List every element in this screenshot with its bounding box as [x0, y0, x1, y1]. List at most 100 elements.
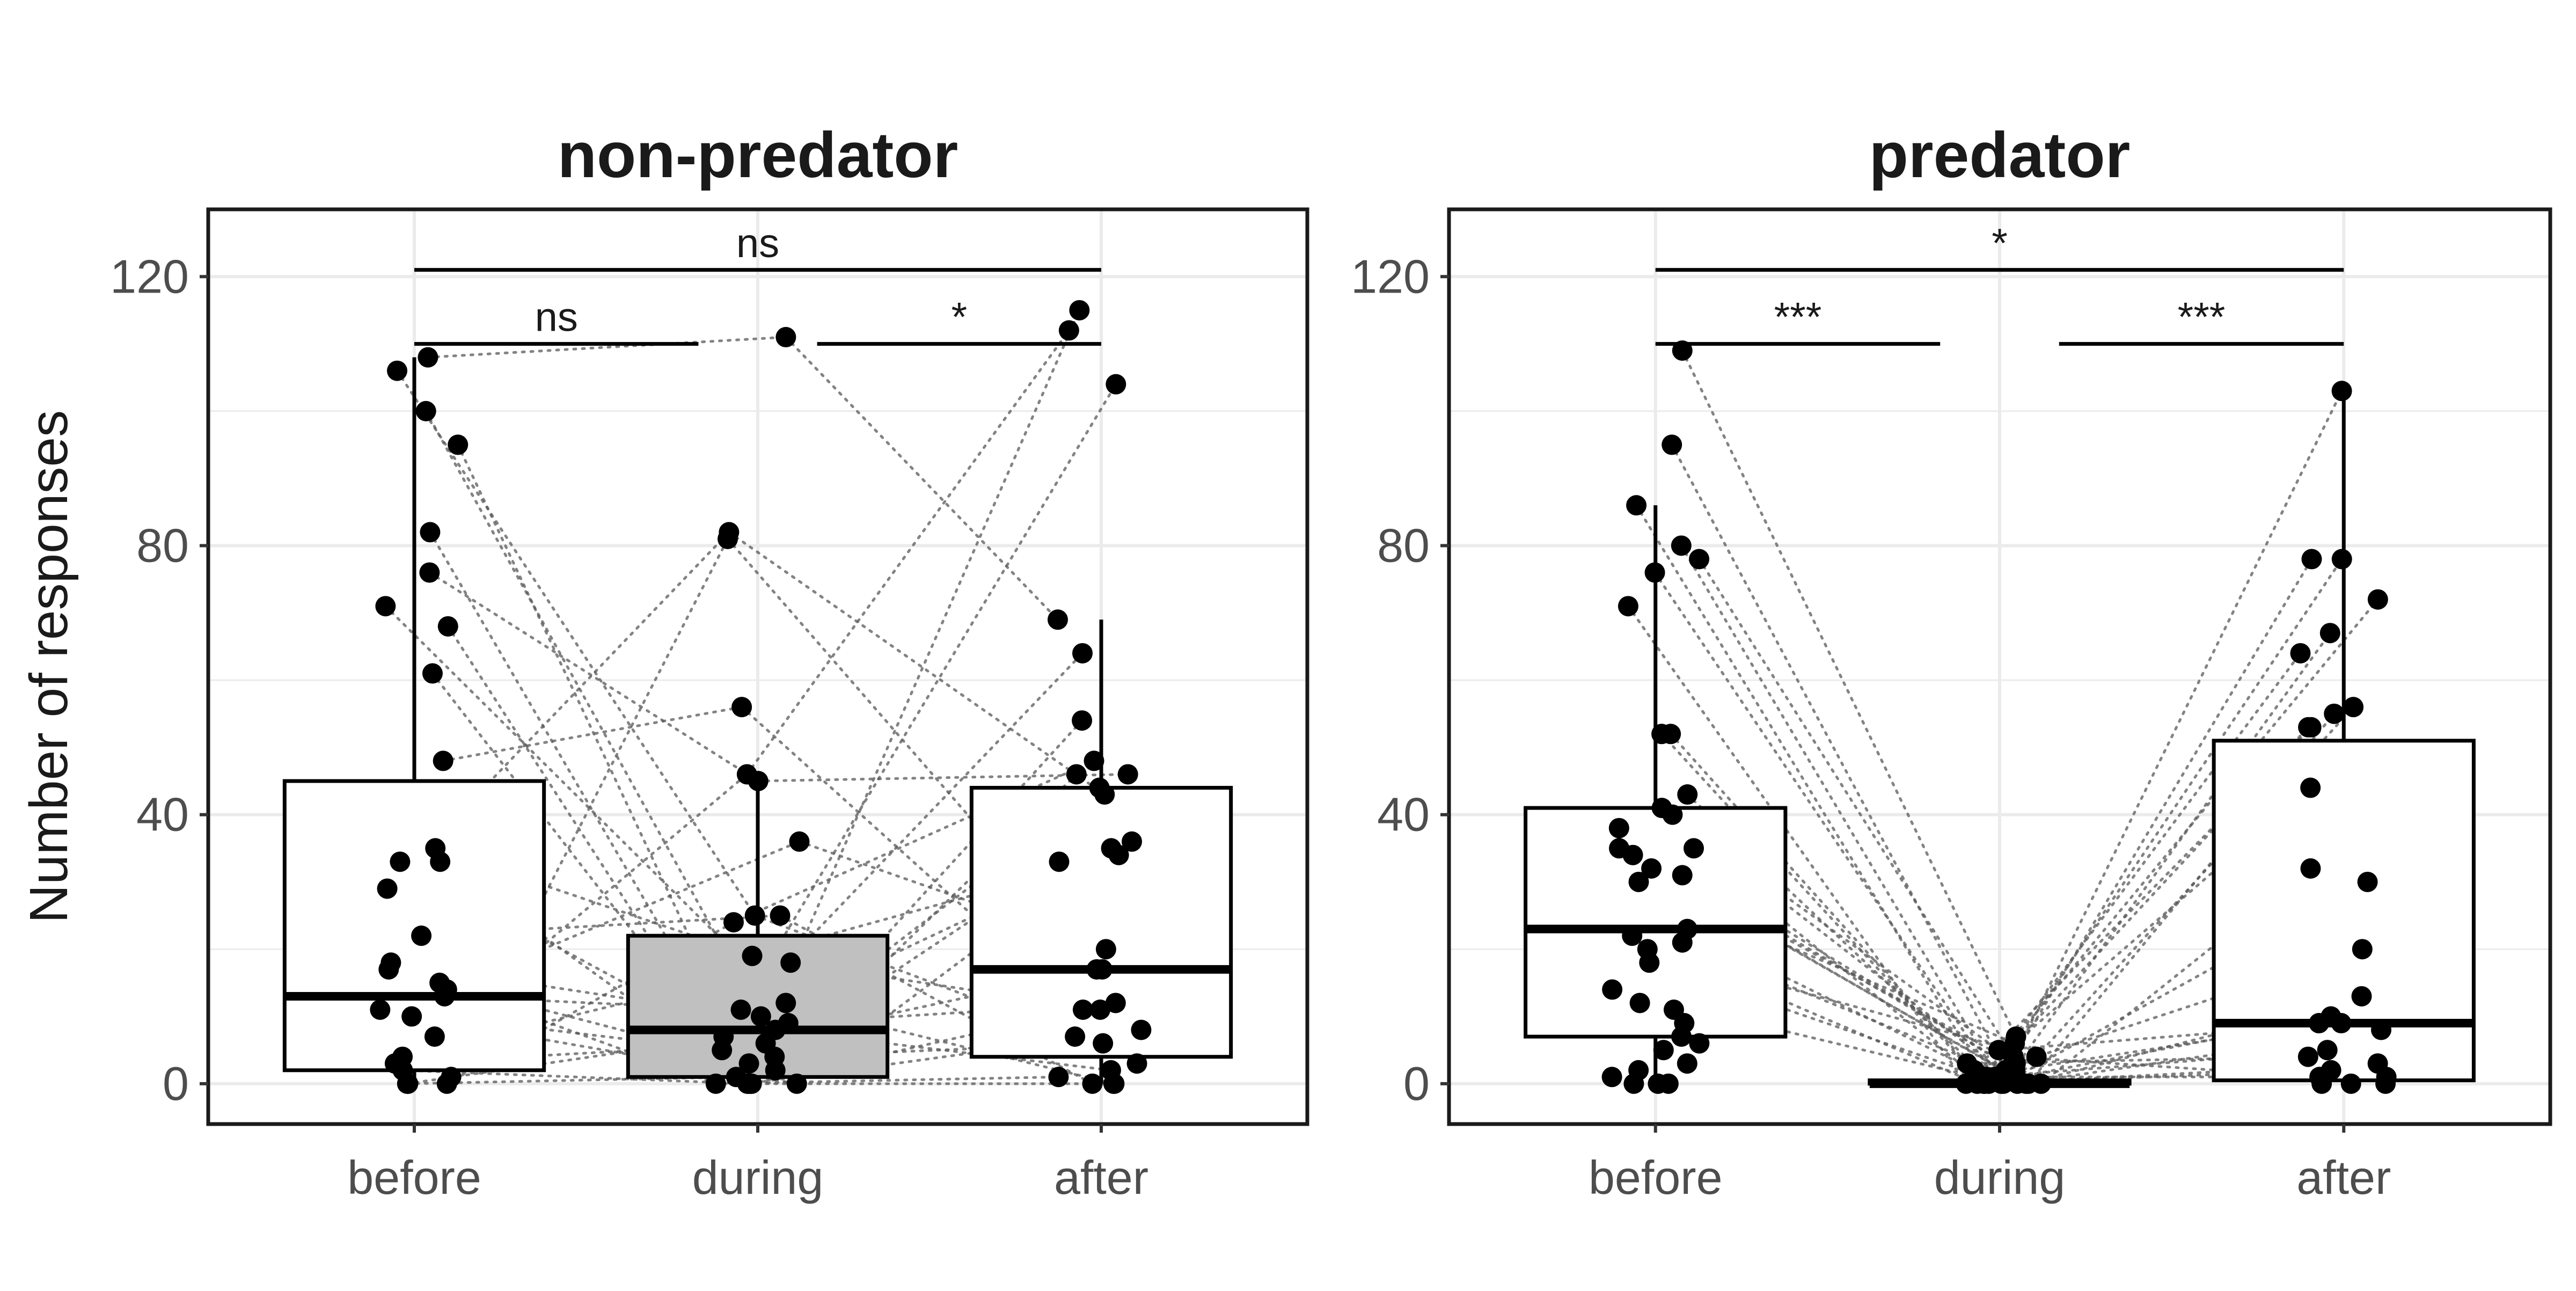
- data-point-during: [780, 952, 801, 973]
- data-point-before: [398, 1073, 419, 1094]
- data-point-after: [1069, 300, 1090, 320]
- data-point-during: [775, 993, 796, 1013]
- data-point-after: [2375, 1073, 2396, 1094]
- data-point-before: [1689, 1033, 1710, 1054]
- data-point-before: [422, 663, 443, 684]
- data-point-during: [750, 1006, 771, 1027]
- x-tick-label: before: [347, 1151, 481, 1204]
- data-point-during: [712, 1040, 733, 1061]
- data-point-during: [730, 1000, 751, 1020]
- data-point-after: [1058, 320, 1079, 341]
- data-point-before: [1644, 562, 1665, 583]
- data-point-before: [1662, 804, 1683, 825]
- paired-observation-line: [2016, 1029, 2383, 1085]
- paired-observation-line: [2002, 631, 2332, 1085]
- data-point-before: [434, 986, 455, 1006]
- data-point-before: [1653, 1040, 1674, 1061]
- paired-observation-line: [1681, 349, 2017, 1038]
- data-point-before: [1671, 1026, 1692, 1047]
- paired-observation-line: [1680, 544, 2003, 1085]
- data-point-after: [2317, 1040, 2338, 1061]
- paired-observation-line: [445, 840, 801, 991]
- data-point-after: [1048, 1067, 1069, 1088]
- data-point-after: [2319, 623, 2340, 644]
- significance-label: *: [952, 295, 968, 340]
- data-point-after: [1066, 764, 1087, 785]
- data-point-after: [1117, 764, 1138, 785]
- x-tick-label: during: [1934, 1151, 2066, 1204]
- paired-observation-line: [396, 369, 757, 917]
- data-point-before: [1677, 1053, 1697, 1074]
- data-point-during: [2026, 1046, 2047, 1067]
- data-point-after: [1095, 939, 1116, 960]
- data-point-during: [705, 1073, 726, 1094]
- data-point-before: [1601, 1067, 1622, 1088]
- data-point-before: [375, 596, 396, 617]
- data-point-before: [436, 1073, 457, 1094]
- data-point-after: [1108, 844, 1129, 865]
- data-point-after: [2367, 589, 2388, 610]
- paired-observation-line: [1635, 504, 1990, 1085]
- paired-observation-line: [443, 995, 743, 1011]
- data-point-before: [1618, 596, 1638, 617]
- data-point-after: [1093, 1033, 1114, 1054]
- y-axis-label: Number of responses: [19, 410, 79, 923]
- data-point-before: [1658, 1073, 1679, 1094]
- data-point-after: [1072, 1000, 1093, 1020]
- significance-label: ***: [1774, 295, 1822, 340]
- data-point-during: [731, 697, 752, 718]
- data-point-before: [415, 400, 436, 421]
- data-point-before: [448, 434, 469, 455]
- data-point-before: [387, 360, 408, 381]
- paired-observation-line: [2014, 947, 2364, 1065]
- data-point-after: [1072, 710, 1093, 731]
- significance-label: ***: [2178, 295, 2226, 340]
- data-point-before: [1622, 925, 1643, 946]
- paired-observation-line: [450, 537, 729, 1078]
- data-point-before: [420, 522, 441, 543]
- paired-observation-line: [1611, 988, 2005, 1085]
- data-point-after: [1065, 1026, 1086, 1047]
- data-point-after: [2311, 1073, 2332, 1094]
- data-point-during: [775, 327, 796, 348]
- data-point-before: [424, 1026, 445, 1047]
- paired-observation-line: [386, 530, 730, 890]
- paired-observation-line: [784, 335, 1059, 621]
- data-point-before: [377, 878, 398, 899]
- data-point-after: [2309, 1013, 2330, 1034]
- data-point-before: [1660, 724, 1681, 745]
- data-point-before: [1672, 865, 1693, 886]
- y-tick-label: 80: [1377, 519, 1430, 572]
- paired-observation-line: [740, 705, 1139, 1065]
- data-point-during: [742, 945, 763, 966]
- data-point-during: [744, 905, 765, 926]
- data-point-during: [1990, 1073, 2011, 1094]
- box-before: [282, 779, 546, 1073]
- paired-observation-line: [2024, 995, 2363, 1085]
- data-point-after: [2301, 717, 2322, 738]
- data-point-after: [1106, 374, 1126, 395]
- paired-observation-line: [1697, 558, 2015, 1059]
- paired-observation-line: [1670, 443, 2007, 1072]
- paired-observation-line: [745, 329, 1071, 776]
- data-point-before: [1671, 535, 1692, 556]
- data-point-during: [748, 771, 769, 791]
- data-point-before: [370, 1000, 391, 1020]
- data-point-after: [2343, 697, 2364, 718]
- data-point-after: [1084, 750, 1104, 771]
- data-point-before: [1662, 434, 1682, 455]
- data-point-during: [738, 1053, 759, 1074]
- data-point-after: [1122, 831, 1143, 852]
- data-point-before: [1677, 784, 1698, 805]
- data-point-after: [1072, 643, 1093, 663]
- chart-panel-1: ns ns * 0 40 80 120 before during after non-predat…: [19, 119, 1309, 1204]
- data-point-after: [2340, 1073, 2361, 1094]
- y-tick-label: 40: [1377, 788, 1430, 841]
- paired-observation-line: [1671, 813, 2000, 1052]
- data-point-during: [789, 831, 810, 852]
- data-point-after: [1049, 851, 1070, 872]
- data-point-before: [401, 1006, 422, 1027]
- paired-observation-line: [722, 383, 1117, 1038]
- panel-title: non-predator: [558, 119, 958, 191]
